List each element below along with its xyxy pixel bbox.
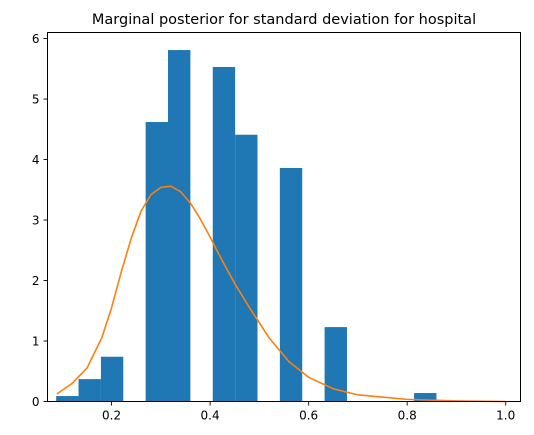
histogram-bar-10	[279, 168, 303, 402]
histogram-bar-5	[168, 50, 191, 402]
x-tick-label: 0.2	[102, 409, 121, 423]
y-tick-label: 3	[32, 213, 40, 227]
y-tick-label: 1	[32, 334, 40, 348]
density-curve-group	[56, 185, 507, 403]
x-tick-label: 0.4	[201, 409, 220, 423]
histogram-bars	[56, 50, 437, 402]
histogram-bar-8	[235, 134, 258, 402]
density-curve	[56, 185, 507, 403]
histogram-bar-7	[212, 66, 236, 402]
y-axis: 0 1 2 3 4 5 6	[32, 32, 48, 409]
y-tick-label: 4	[32, 153, 40, 167]
histogram-bar-1	[78, 379, 101, 402]
x-tick-label: 0.8	[398, 409, 417, 423]
y-tick-label: 6	[32, 32, 40, 46]
y-tick-label: 5	[32, 92, 40, 106]
x-tick-label: 1.0	[496, 409, 515, 423]
histogram-bar-12	[324, 327, 347, 402]
x-tick-label: 0.6	[299, 409, 318, 423]
chart-title: Marginal posterior for standard deviatio…	[92, 12, 476, 28]
histogram-bar-2	[100, 356, 124, 402]
histogram-bar-0	[56, 396, 79, 402]
y-tick-label: 2	[32, 274, 40, 288]
axes-frame	[47, 32, 521, 402]
histogram-bar-16	[414, 393, 437, 402]
x-axis: 0.2 0.4 0.6 0.8 1.0	[102, 401, 515, 423]
y-tick-label: 0	[32, 395, 40, 409]
histogram-bar-4	[145, 122, 169, 402]
